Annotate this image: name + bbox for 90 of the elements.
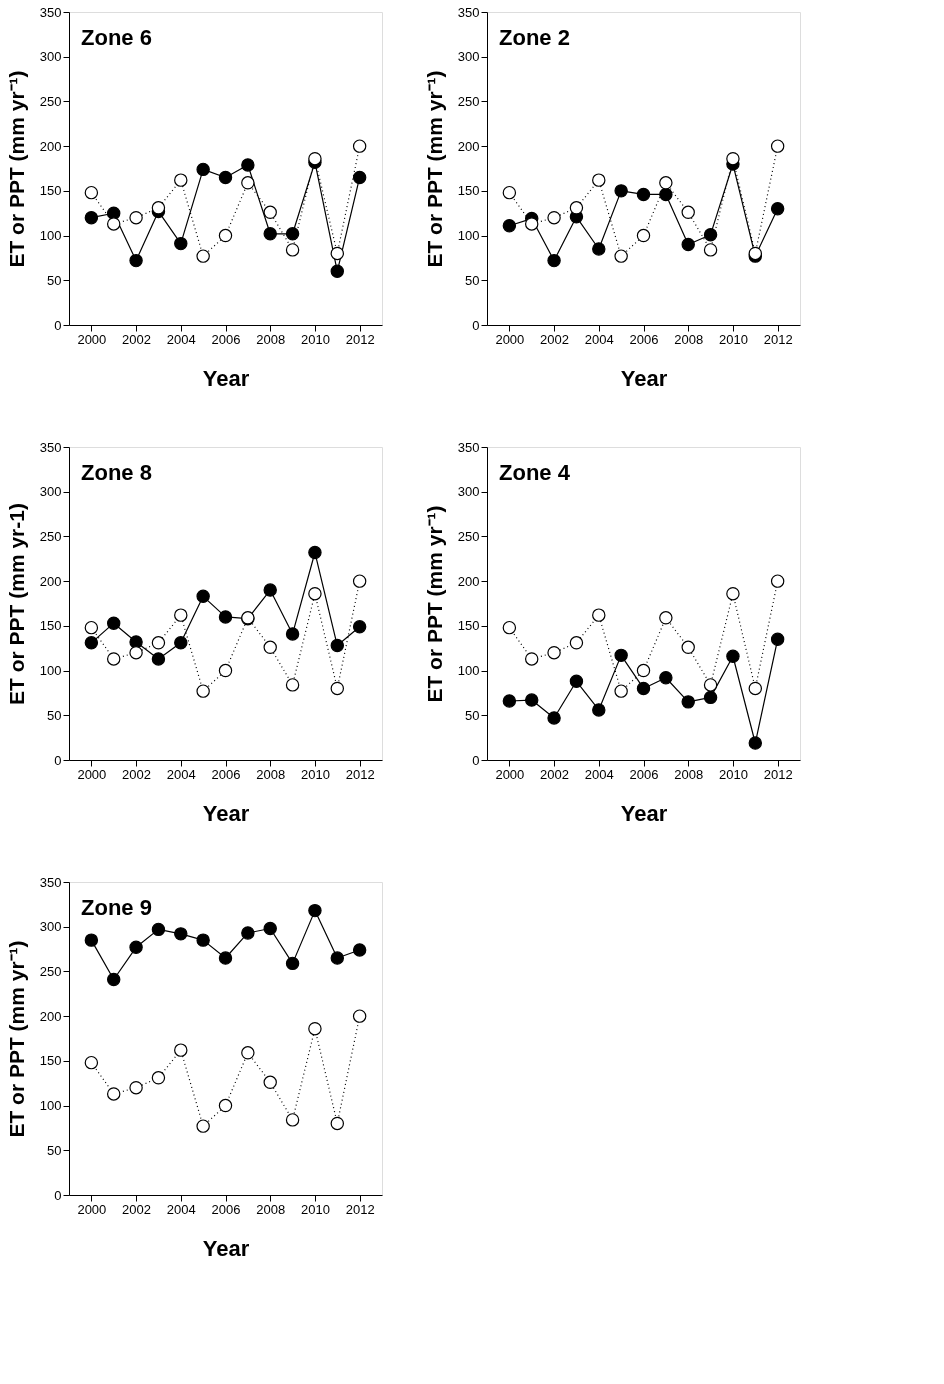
x-tick-label: 2002: [122, 1201, 152, 1217]
y-axis-title: ET or PPT (mm yr⁻¹): [422, 70, 446, 268]
y-tick-label: 200: [457, 138, 480, 154]
x-tick-label: 2000: [77, 1201, 107, 1217]
text: Zone 8: [81, 460, 152, 485]
x-axis-title: Year: [202, 800, 250, 826]
x-axis-title: Year: [620, 800, 668, 826]
y-tick-label: 0: [54, 752, 62, 768]
y-tick-label: 100: [39, 228, 62, 244]
x-tick-label: 2008: [674, 766, 704, 782]
x-tick-label: 2012: [345, 331, 375, 347]
y-axis-title: ET or PPT (mm yr⁻¹): [4, 70, 28, 268]
y-axis-title: ET or PPT (mm yr-1): [4, 503, 28, 705]
x-tick-label: 2004: [166, 331, 196, 347]
y-tick-label: 250: [457, 528, 480, 544]
x-tick-label: 2008: [674, 331, 704, 347]
x-tick-label: 2002: [122, 766, 152, 782]
x-tick-label: 2010: [718, 331, 748, 347]
y-tick-label: 150: [457, 183, 480, 199]
x-tick-label: 2004: [166, 766, 196, 782]
y-tick-label: 350: [39, 874, 62, 890]
x-tick-label: 2006: [211, 1201, 241, 1217]
x-tick-label: 2004: [166, 1201, 196, 1217]
x-tick-label: 2012: [345, 766, 375, 782]
y-tick-label: 0: [54, 317, 62, 333]
x-tick-label: 2006: [629, 766, 659, 782]
y-tick-label: 150: [39, 1053, 62, 1069]
y-tick-label: 250: [39, 93, 62, 109]
y-tick-label: 300: [457, 49, 480, 65]
y-tick-label: 100: [457, 663, 480, 679]
x-tick-label: 2012: [763, 766, 793, 782]
x-tick-label: 2002: [540, 766, 570, 782]
x-tick-label: 2000: [495, 331, 525, 347]
y-tick-label: 150: [457, 618, 480, 634]
x-tick-label: 2012: [763, 331, 793, 347]
x-tick-label: 2008: [256, 766, 286, 782]
y-tick-label: 350: [39, 439, 62, 455]
x-tick-label: 2000: [495, 766, 525, 782]
x-tick-label: 2008: [256, 1201, 286, 1217]
y-tick-label: 200: [39, 138, 62, 154]
x-tick-label: 2006: [629, 331, 659, 347]
x-tick-label: 2010: [300, 1201, 330, 1217]
x-axis-title: Year: [202, 365, 250, 391]
y-tick-label: 100: [39, 1098, 62, 1114]
y-tick-label: 50: [465, 272, 480, 288]
y-axis-title: ET or PPT (mm yr⁻¹): [422, 505, 446, 703]
y-tick-label: 250: [39, 963, 62, 979]
text: Zone 4: [499, 460, 571, 485]
x-tick-label: 2002: [122, 331, 152, 347]
x-tick-label: 2002: [540, 331, 570, 347]
y-tick-label: 200: [457, 573, 480, 589]
y-tick-label: 150: [39, 618, 62, 634]
x-tick-label: 2006: [211, 766, 241, 782]
x-tick-label: 2010: [718, 766, 748, 782]
y-tick-label: 0: [472, 317, 480, 333]
text: Zone 2: [499, 25, 570, 50]
y-tick-label: 300: [457, 484, 480, 500]
y-tick-label: 50: [47, 272, 62, 288]
y-tick-label: 200: [39, 573, 62, 589]
y-axis-title: ET or PPT (mm yr⁻¹): [4, 940, 28, 1138]
y-tick-label: 50: [465, 707, 480, 723]
y-tick-label: 350: [457, 4, 480, 20]
x-tick-label: 2010: [300, 331, 330, 347]
y-tick-label: 50: [47, 1142, 62, 1158]
text: Zone 6: [81, 25, 152, 50]
y-tick-label: 300: [39, 484, 62, 500]
y-tick-label: 200: [39, 1008, 62, 1024]
y-tick-label: 300: [39, 49, 62, 65]
x-tick-label: 2010: [300, 766, 330, 782]
x-tick-label: 2004: [584, 331, 614, 347]
y-tick-label: 250: [39, 528, 62, 544]
x-tick-label: 2012: [345, 1201, 375, 1217]
x-tick-label: 2000: [77, 766, 107, 782]
y-tick-label: 350: [39, 4, 62, 20]
y-tick-label: 0: [54, 1187, 62, 1203]
y-tick-label: 250: [457, 93, 480, 109]
y-tick-label: 100: [457, 228, 480, 244]
x-tick-label: 2008: [256, 331, 286, 347]
x-axis-title: Year: [620, 365, 668, 391]
x-tick-label: 2004: [584, 766, 614, 782]
y-tick-label: 300: [39, 919, 62, 935]
y-tick-label: 0: [472, 752, 480, 768]
y-tick-label: 100: [39, 663, 62, 679]
x-tick-label: 2000: [77, 331, 107, 347]
x-axis-title: Year: [202, 1235, 250, 1261]
y-tick-label: 50: [47, 707, 62, 723]
x-tick-label: 2006: [211, 331, 241, 347]
y-tick-label: 150: [39, 183, 62, 199]
y-tick-label: 350: [457, 439, 480, 455]
text: Zone 9: [81, 895, 152, 920]
